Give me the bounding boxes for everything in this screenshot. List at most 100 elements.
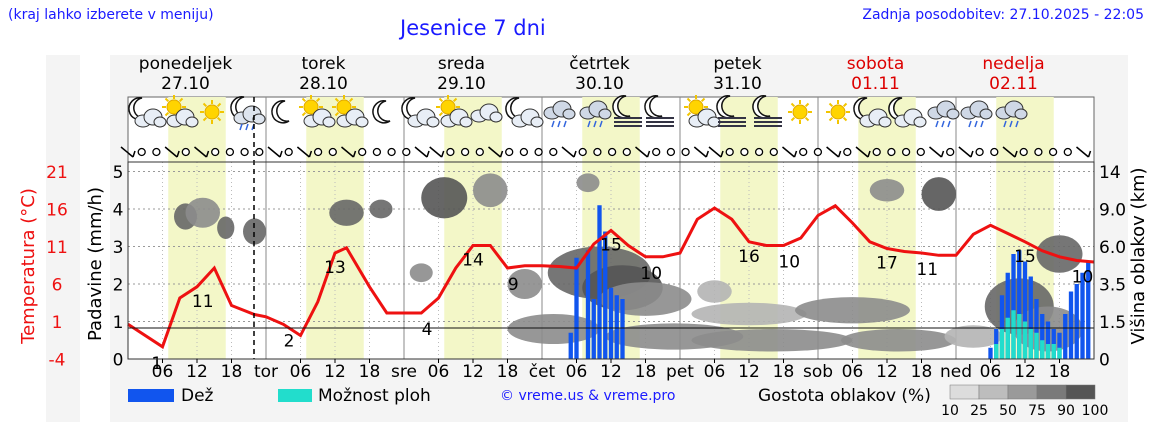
sun-ray [164, 111, 170, 117]
rain-bar [1074, 284, 1079, 359]
calm-circle [137, 147, 146, 157]
density-swatch [978, 384, 1009, 400]
temperature-label: 10 [640, 264, 662, 284]
sun-disc [440, 99, 456, 115]
cloud-part [252, 113, 266, 125]
wind-barb [1002, 146, 1016, 158]
rain-cloud-icon [543, 100, 576, 128]
day-abbr: sre [391, 362, 417, 382]
rain-bar [1068, 291, 1074, 359]
day-date: 30.10 [575, 74, 624, 94]
hour-tick: 06 [428, 362, 450, 382]
temperature-label: 13 [324, 258, 346, 278]
wind-barb [296, 146, 310, 158]
cloud-blob [507, 314, 600, 344]
precip-tick: 3 [113, 238, 124, 258]
cloud-height-tick: 14 [1099, 163, 1121, 183]
hour-tick: 06 [290, 362, 312, 382]
day-name: torek [302, 54, 346, 74]
moon-rain-icon [230, 96, 266, 131]
sun-ray [334, 97, 340, 103]
sun-ray [700, 97, 706, 103]
moon-shape [752, 95, 771, 119]
sun-cloud-icon [684, 95, 721, 128]
storm-bar [1051, 344, 1056, 359]
temperature-label: 11 [192, 292, 214, 312]
region-note: (kraj lahko izberete v meniju) [8, 7, 214, 23]
day-date: 29.10 [437, 74, 486, 94]
sun-ray [842, 102, 848, 108]
density-swatch [1007, 384, 1038, 400]
temperature-label: 2 [284, 331, 295, 351]
sun-ray [686, 97, 692, 103]
storm-bar [1057, 347, 1062, 359]
wind-barb [782, 146, 795, 158]
day-abbr: ned [940, 362, 972, 382]
calm-circle [843, 147, 852, 157]
cloud-part [878, 116, 892, 128]
moon-shape [644, 95, 663, 119]
wind-barb-flag [867, 150, 871, 158]
rain-bar [1086, 261, 1091, 359]
sun-icon [788, 100, 812, 124]
wind-barb [194, 146, 207, 158]
calm-circle [225, 147, 235, 157]
rain-bar [574, 257, 579, 359]
wind-barb-flag [646, 150, 651, 158]
cloud-blob [869, 179, 905, 202]
day-abbr: pet [666, 362, 694, 382]
cloud-part [153, 116, 167, 128]
rain-drop [974, 120, 978, 128]
temperature-label: 15 [1014, 247, 1036, 267]
y-axis-temperature: 21 16 11 6 1 -4 [46, 163, 68, 371]
storm-bar [1028, 329, 1033, 359]
sun-ray [164, 97, 170, 103]
cloud-height-tick: 0 [1099, 351, 1110, 371]
calm-circle [181, 147, 190, 157]
rain-bar [620, 299, 625, 359]
temperature-label: 1 [151, 354, 162, 374]
wind-barb [120, 146, 134, 158]
fog-icon [612, 95, 642, 127]
cloud-blob [1036, 235, 1083, 273]
sun-disc [688, 99, 704, 115]
calm-circle [593, 147, 602, 157]
sun-ray [348, 97, 354, 103]
precip-axis-label: Padavine (mm/h) [85, 187, 106, 341]
wind-barb-flag [176, 150, 180, 158]
storm-bar [994, 344, 999, 359]
left-panel-bg [46, 55, 80, 422]
day-date: 01.11 [851, 74, 900, 94]
calm-circle [358, 147, 367, 157]
temperature-label: 11 [916, 260, 938, 280]
cloud-part [355, 116, 369, 128]
wind-barb [561, 146, 575, 158]
hour-tick: 06 [980, 362, 1002, 382]
moon-shape [716, 95, 735, 119]
cloud-density-label: Gostota oblakov (%) [758, 386, 931, 406]
cloud-part [489, 111, 503, 123]
calm-circle [1019, 147, 1028, 157]
y-axis-cloud-height: 14 9.0 6.0 3.5 1.5 0 [1099, 163, 1126, 371]
sun-ray [686, 111, 692, 117]
moon-fog-icon [716, 95, 746, 127]
rain-bar [614, 295, 619, 359]
hour-tick: 18 [911, 362, 933, 382]
wind-barb [429, 146, 443, 158]
storm-bar [1034, 332, 1039, 359]
sun-ray [438, 97, 444, 103]
wind-barb [1076, 146, 1089, 158]
calm-circle [372, 147, 382, 157]
wind-barb-flag [940, 150, 945, 158]
sun-ray [804, 116, 810, 122]
calm-circle [1034, 147, 1043, 157]
hour-tick: 12 [600, 362, 622, 382]
rain-bar [603, 231, 608, 359]
calm-circle [460, 147, 470, 157]
rain-drop [968, 120, 972, 128]
calm-circle [1063, 147, 1072, 157]
calm-circle [211, 147, 220, 157]
storm-bar [1040, 340, 1045, 359]
